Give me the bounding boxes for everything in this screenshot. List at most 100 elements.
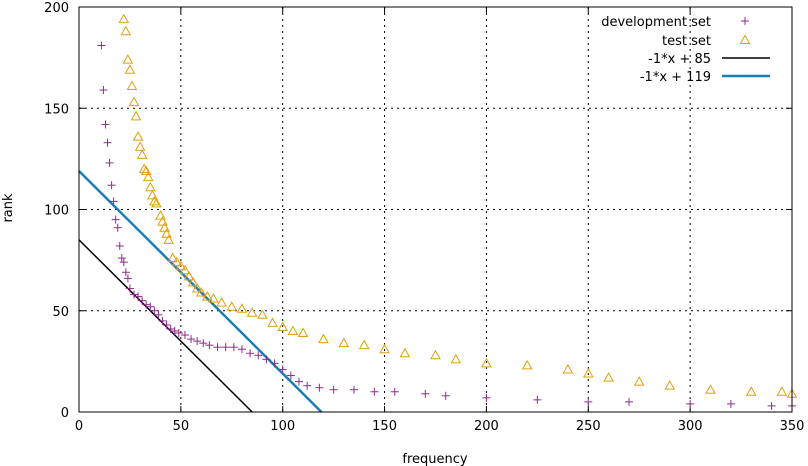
test-point [175,260,187,271]
test-point [338,337,350,348]
dev-point [113,223,122,232]
test-point [187,276,199,287]
test-point [163,234,174,244]
dev-point [278,365,287,374]
test-point [171,256,183,267]
x-tick-label: 100 [270,419,295,434]
dev-point [350,385,359,394]
dev-point [187,335,196,344]
dev-point [115,241,124,250]
dev-point [170,327,179,335]
dev-point [154,310,163,319]
test-point [122,54,134,64]
dev-point [119,258,128,267]
dev-point [199,339,208,348]
dev-point [254,351,263,360]
test-point [195,287,207,297]
dev-point [123,274,132,283]
y-tick-label: 100 [44,204,69,219]
dev-point [134,292,143,301]
test-point [149,195,160,206]
dev-point [237,345,246,354]
test-point [318,333,329,344]
test-point [140,165,152,176]
x-tick-label: 200 [474,419,499,434]
dev-point [138,296,147,305]
test-point [128,96,140,107]
test-point [126,80,138,90]
dev-point [180,331,189,340]
legend-label: test set [662,34,711,49]
dev-point [105,158,114,167]
test-point [256,309,268,319]
test-point [144,181,156,192]
dev-point [150,306,159,315]
dev-point [533,395,542,404]
dev-point [370,387,379,396]
test-point [379,343,390,354]
test-point [633,376,645,386]
dev-point [174,329,183,338]
test-point [582,368,594,378]
test-point [705,384,716,394]
data-points [97,13,798,410]
x-tick-label: 150 [372,419,397,434]
test-point [358,339,370,350]
dev-point [107,181,116,190]
dev-point [767,401,776,410]
dev-point [315,383,324,392]
test-point [603,372,615,382]
test-point [562,363,574,374]
dev-point [686,399,695,408]
legend-label: -1*x + 85 [648,52,711,67]
dev-point [303,381,312,390]
dev-point [158,316,167,325]
dev-point [329,385,338,394]
test-point [664,380,676,390]
legend-label: -1*x + 119 [640,70,711,85]
test-point [216,297,227,307]
dev-point [103,138,112,147]
dev-point [390,387,399,396]
legend-label: development set [601,15,711,30]
y-tick-label: 150 [44,102,69,117]
test-point [297,327,309,338]
dev-point [482,393,491,402]
x-axis-label: frequency [402,452,468,466]
test-point [745,386,757,396]
x-tick-label: 250 [576,419,601,434]
y-tick-label: 50 [52,305,69,320]
dev-point [286,371,295,380]
dev-point [229,343,238,352]
test-point [132,131,144,141]
test-point [167,252,179,263]
test-point [776,386,788,396]
y-axis-label: rank [1,193,16,223]
dev-point [117,254,126,263]
test-point [134,141,146,151]
dev-point [130,290,139,299]
legend: development set test set -1*x + 85 -1*x + 1… [601,15,770,85]
test-point [159,222,170,232]
test-point [191,282,203,293]
test-point [179,264,191,275]
axis-ticks: 0 50 100 150 200 250 300 350 0 50 100 150 200 [44,1,804,434]
test-point [136,149,148,159]
dev-point [142,300,151,309]
test-point [430,349,441,360]
dev-point [162,320,171,329]
test-point [236,303,248,313]
dev-point [421,389,430,398]
dev-point [295,377,304,386]
x-tick-label: 50 [173,419,190,434]
legend-plus-swatch [741,17,749,25]
dev-point [99,86,108,95]
dev-point [726,399,735,408]
test-point [124,64,136,74]
dev-point [146,302,155,311]
dev-point [166,324,175,333]
dev-point [121,268,130,277]
dev-point [262,355,271,364]
test-point [450,353,462,364]
